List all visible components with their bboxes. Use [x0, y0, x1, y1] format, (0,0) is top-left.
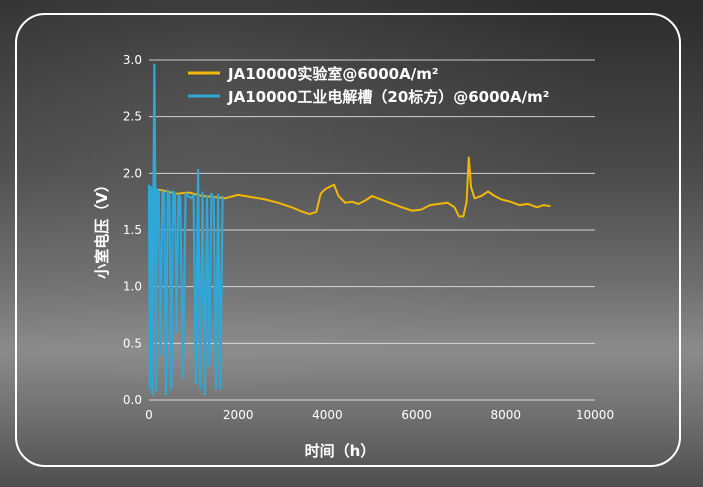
y-axis-title: 小室电压（V）: [93, 177, 111, 279]
x-tick-label: 4000: [312, 408, 343, 422]
series-lines: [147, 63, 551, 396]
y-tick-label: 0.5: [123, 336, 142, 350]
legend-label-industrial: JA10000工业电解槽（20标方）@6000A/m²: [227, 88, 549, 106]
y-tick-label: 1.5: [123, 223, 142, 237]
x-tick-label: 10000: [576, 408, 614, 422]
y-tick-label: 3.0: [123, 53, 142, 67]
chart-frame: [15, 13, 681, 467]
legend-label-lab: JA10000实验室@6000A/m²: [227, 65, 438, 83]
series-line-lab: [148, 156, 551, 218]
x-axis-title: 时间（h）: [305, 442, 376, 460]
x-tick-label: 0: [145, 408, 153, 422]
y-axis-ticks: 0.0 0.5 1.0 1.5 2.0 2.5 3.0: [123, 53, 142, 407]
x-tick-label: 2000: [223, 408, 254, 422]
x-tick-label: 8000: [491, 408, 522, 422]
series-line-industrial: [147, 63, 224, 396]
y-tick-label: 1.0: [123, 280, 142, 294]
legend: JA10000实验室@6000A/m² JA10000工业电解槽（20标方）@6…: [188, 65, 549, 106]
y-tick-label: 2.0: [123, 166, 142, 180]
y-tick-label: 2.5: [123, 110, 142, 124]
x-tick-label: 6000: [401, 408, 432, 422]
x-axis-ticks: 0 2000 4000 6000 8000 10000: [145, 408, 614, 422]
y-tick-label: 0.0: [123, 393, 142, 407]
gridlines: [149, 59, 595, 401]
